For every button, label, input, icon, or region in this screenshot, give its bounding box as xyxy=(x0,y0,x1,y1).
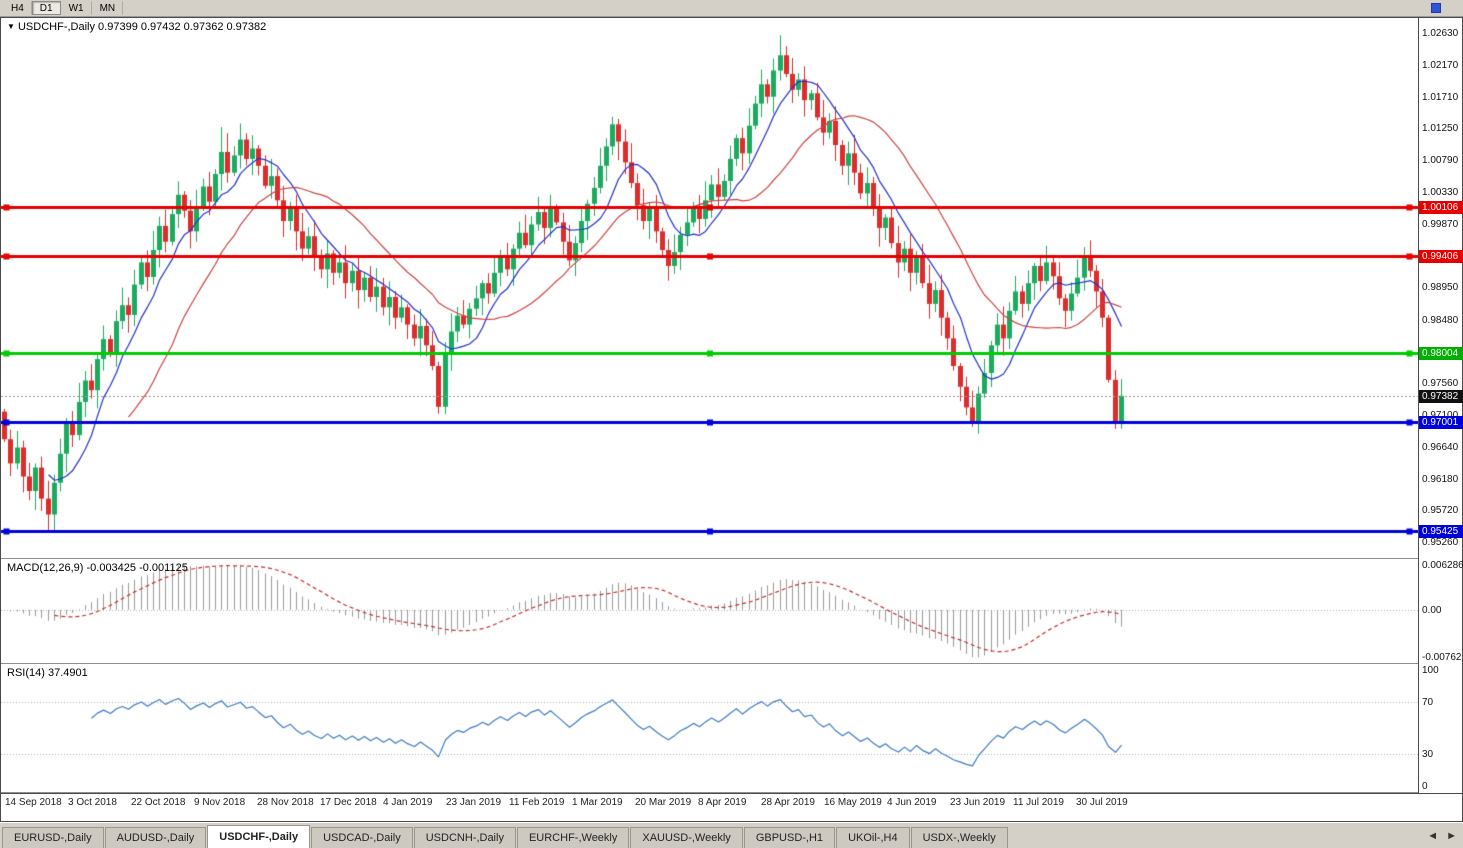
date-label: 23 Jun 2019 xyxy=(950,797,1006,808)
chart-tab-gbpusd[interactable]: GBPUSD-,H1 xyxy=(743,827,836,848)
price-scale-label: 1.01250 xyxy=(1422,123,1459,135)
date-label: 8 Apr 2019 xyxy=(698,797,747,808)
timeframe-button-d1[interactable]: D1 xyxy=(31,1,61,15)
price-scale[interactable]: 1.02630 1.02170 1.01710 1.01250 1.00790 1.003… xyxy=(1418,18,1463,793)
rsi-label: RSI(14) 37.4901 xyxy=(7,667,88,679)
price-scale-badge: 0.97001 xyxy=(1419,415,1463,429)
chart-tab-usdchf[interactable]: USDCHF-,Daily xyxy=(207,825,311,848)
macd-scale-label: 0.00 xyxy=(1422,604,1442,616)
rsi-scale-label: 30 xyxy=(1422,748,1434,760)
date-label: 28 Apr 2019 xyxy=(761,797,815,808)
ohlc-values: 0.97399 0.97432 0.97362 0.97382 xyxy=(98,21,267,33)
date-label: 14 Sep 2018 xyxy=(5,797,62,808)
symbol-ohlc-label: ▼ USDCHF-,Daily 0.97399 0.97432 0.97362 … xyxy=(7,21,266,33)
macd-canvas[interactable] xyxy=(1,559,1418,663)
chart-tab-ukoil[interactable]: UKOil-,H4 xyxy=(836,827,910,848)
date-label: 1 Mar 2019 xyxy=(572,797,623,808)
symbol-marker-icon: ▼ xyxy=(7,22,15,31)
date-label: 17 Dec 2018 xyxy=(320,797,377,808)
scroll-tabs-left-icon[interactable]: ◄ xyxy=(1427,830,1439,842)
date-axis[interactable]: 14 Sep 2018 3 Oct 2018 22 Oct 2018 9 Nov 20… xyxy=(1,793,1462,811)
date-label: 28 Nov 2018 xyxy=(257,797,314,808)
price-scale-label: 0.97100 xyxy=(1422,410,1458,421)
date-label: 16 May 2019 xyxy=(824,797,882,808)
price-scale-badge: 0.98004 xyxy=(1419,346,1463,360)
macd-pane: MACD(12,26,9) -0.003425 -0.001125 xyxy=(1,559,1418,663)
rsi-canvas[interactable] xyxy=(1,664,1418,792)
price-scale-label: 1.02630 xyxy=(1422,28,1459,40)
date-label: 20 Mar 2019 xyxy=(635,797,692,808)
price-scale-label: 0.95260 xyxy=(1422,537,1459,549)
price-scale-label: 1.02170 xyxy=(1422,59,1459,71)
chart-tab-usdcad[interactable]: USDCAD-,Daily xyxy=(311,827,413,848)
tab-scroll-arrows: ◄ ► xyxy=(1427,829,1457,843)
date-label: 9 Nov 2018 xyxy=(194,797,246,808)
date-label: 4 Jan 2019 xyxy=(383,797,433,808)
rsi-value: 37.4901 xyxy=(47,667,88,679)
pane-splitter xyxy=(1,792,1462,793)
timeframe-button-h4[interactable]: H4 xyxy=(3,1,32,15)
price-scale-label: 1.00790 xyxy=(1422,155,1459,167)
chart-tab-eurchf[interactable]: EURCHF-,Weekly xyxy=(516,827,630,848)
chart-tab-eurusd[interactable]: EURUSD-,Daily xyxy=(2,827,104,848)
price-scale-badge: 1.00106 xyxy=(1419,201,1463,215)
symbol-name: USDCHF-,Daily xyxy=(17,21,95,33)
date-label: 30 Jul 2019 xyxy=(1076,797,1128,808)
price-scale-label: 0.96640 xyxy=(1422,441,1459,453)
chart-tab-audusd[interactable]: AUDUSD-,Daily xyxy=(104,827,207,848)
pane-splitter[interactable] xyxy=(1,558,1462,559)
chart-tab-usdcnh[interactable]: USDCNH-,Daily xyxy=(413,827,516,848)
timeframe-button-mn[interactable]: MN xyxy=(91,1,124,15)
chart-tab-xauusd[interactable]: XAUUSD-,Weekly xyxy=(630,827,743,848)
date-label: 4 Jun 2019 xyxy=(887,797,937,808)
macd-scale-label: -0.00762 xyxy=(1422,652,1462,663)
price-scale-badge: 0.95425 xyxy=(1419,524,1463,538)
price-chart-canvas[interactable] xyxy=(1,18,1418,558)
rsi-scale-label: 0 xyxy=(1422,781,1428,792)
date-label: 11 Feb 2019 xyxy=(509,797,565,808)
price-scale-label: 0.97560 xyxy=(1422,378,1459,390)
pane-splitter[interactable] xyxy=(1,663,1462,664)
date-label: 22 Oct 2018 xyxy=(131,797,186,808)
macd-values: -0.003425 -0.001125 xyxy=(86,562,188,574)
timeframe-button-w1[interactable]: W1 xyxy=(60,1,92,15)
rsi-scale-label: 100 xyxy=(1422,665,1439,676)
macd-scale-label: 0.006286 xyxy=(1422,560,1463,571)
price-scale-label: 0.96180 xyxy=(1422,473,1459,485)
chart-window: ▼ USDCHF-,Daily 0.97399 0.97432 0.97362 … xyxy=(0,17,1463,822)
price-pane: ▼ USDCHF-,Daily 0.97399 0.97432 0.97362 … xyxy=(1,18,1418,558)
date-label: 3 Oct 2018 xyxy=(68,797,117,808)
window-icon xyxy=(1431,3,1441,13)
macd-label: MACD(12,26,9) -0.003425 -0.001125 xyxy=(7,562,188,574)
price-scale-label: 1.01710 xyxy=(1422,91,1459,103)
date-label: 23 Jan 2019 xyxy=(446,797,502,808)
scroll-tabs-right-icon[interactable]: ► xyxy=(1446,830,1457,842)
price-scale-label: 0.99870 xyxy=(1422,218,1459,230)
rsi-pane: RSI(14) 37.4901 xyxy=(1,664,1418,792)
chart-tab-usdx[interactable]: USDX-,Weekly xyxy=(910,827,1008,848)
period-toolbar: H4 D1 W1 MN xyxy=(0,0,1463,17)
price-scale-badge: 0.97382 xyxy=(1419,389,1463,403)
chart-tab-strip: EURUSD-,Daily AUDUSD-,Daily USDCHF-,Daily U… xyxy=(2,825,1009,848)
price-scale-label: 0.98950 xyxy=(1422,282,1459,294)
date-label: 11 Jul 2019 xyxy=(1013,797,1064,808)
timeframe-bar: H4 D1 W1 MN xyxy=(3,1,124,15)
rsi-scale-label: 70 xyxy=(1422,697,1434,709)
price-scale-label: 0.98480 xyxy=(1422,314,1459,326)
price-scale-label: 0.95720 xyxy=(1422,505,1459,517)
chart-tab-bar: EURUSD-,Daily AUDUSD-,Daily USDCHF-,Daily U… xyxy=(0,822,1463,848)
price-scale-label: 1.00330 xyxy=(1422,187,1459,198)
price-scale-badge: 0.99406 xyxy=(1419,249,1463,263)
